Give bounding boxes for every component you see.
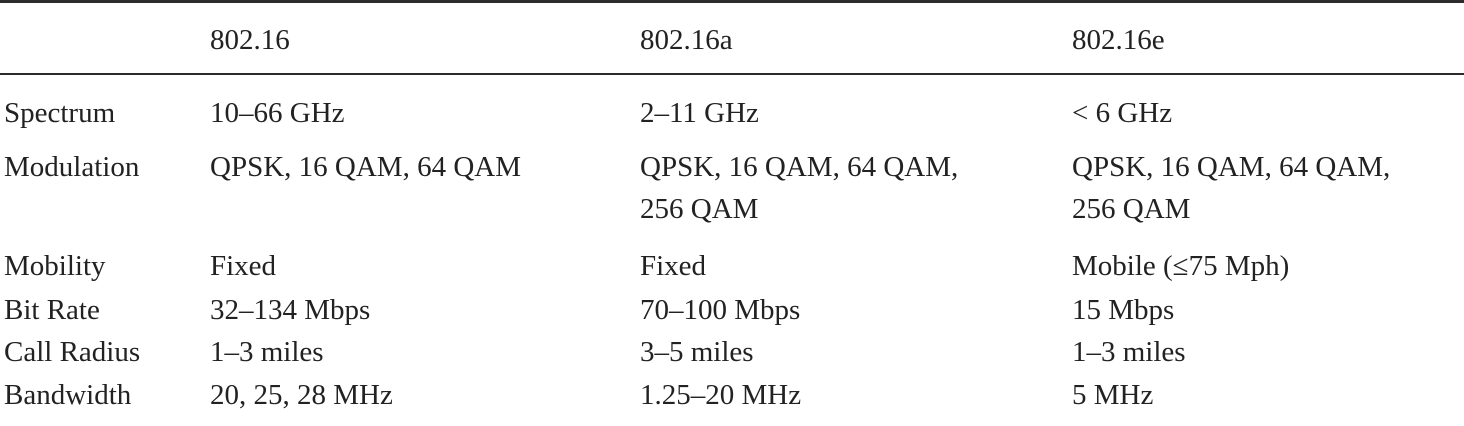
table-cell-continuation: 256 QAM [1072, 193, 1191, 225]
table-cell: 70–100 Mbps [640, 294, 801, 326]
table-cell: 1.25–20 MHz [640, 379, 802, 411]
table-cell: QPSK, 16 QAM, 64 QAM, [640, 151, 959, 183]
table-cell: 20, 25, 28 MHz [210, 379, 393, 411]
table-cell: 10–66 GHz [210, 97, 345, 129]
table-cell: 1–3 miles [210, 336, 324, 368]
table-cell: Fixed [210, 250, 277, 282]
header-802-16e: 802.16e [1072, 24, 1165, 56]
table-cell-continuation: 256 QAM [640, 193, 759, 225]
table-cell: QPSK, 16 QAM, 64 QAM, [1072, 151, 1391, 183]
table-cell: Fixed [640, 250, 707, 282]
table-cell: 3–5 miles [640, 336, 754, 368]
row-label: Bandwidth [4, 379, 132, 411]
table-cell: 2–11 GHz [640, 97, 759, 129]
table-cell: 32–134 Mbps [210, 294, 371, 326]
top-rule [0, 0, 1464, 3]
row-label: Spectrum [4, 97, 116, 129]
row-label: Bit Rate [4, 294, 100, 326]
row-label: Mobility [4, 250, 106, 282]
table-cell: 5 MHz [1072, 379, 1154, 411]
row-label: Modulation [4, 151, 140, 183]
row-label: Call Radius [4, 336, 141, 368]
table-cell: 15 Mbps [1072, 294, 1175, 326]
header-rule [0, 73, 1464, 75]
table-cell: < 6 GHz [1072, 97, 1173, 129]
table-cell: QPSK, 16 QAM, 64 QAM [210, 151, 521, 183]
header-802-16: 802.16 [210, 24, 290, 56]
table-cell: Mobile (≤75 Mph) [1072, 250, 1290, 282]
header-802-16a: 802.16a [640, 24, 733, 56]
table-cell: 1–3 miles [1072, 336, 1186, 368]
